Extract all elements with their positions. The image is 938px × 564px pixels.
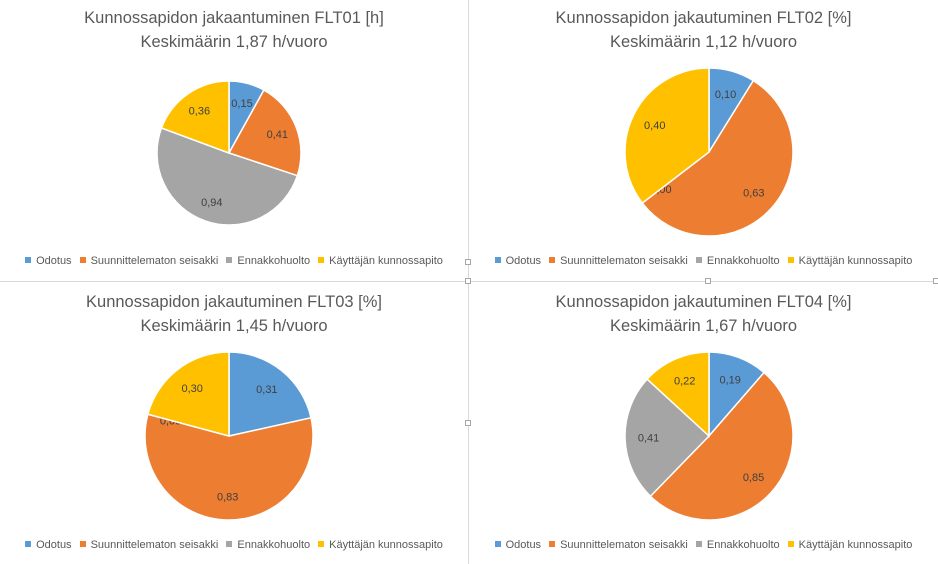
legend-label: Suunnittelematon seisakki <box>90 255 219 267</box>
data-label-2: 0,63 <box>743 188 764 200</box>
data-label-4: 0,30 <box>181 383 202 395</box>
legend-swatch <box>226 257 233 263</box>
legend-swatch <box>549 257 556 263</box>
resize-handle-top-left[interactable] <box>465 278 471 284</box>
pie-slice-2[interactable] <box>649 371 794 521</box>
chart-legend: Odotus Suunnittelematon seisakki Ennakkohu… <box>0 255 468 267</box>
chart-legend: Odotus Suunnittelematon seisakki Ennakkohu… <box>0 539 468 551</box>
chart-panel-flt02[interactable]: Kunnossapidon jakautuminen FLT02 [%] Kes… <box>469 0 938 281</box>
legend-label: Suunnittelematon seisakki <box>90 539 219 551</box>
chart-subtitle: Keskimäärin 1,45 h/vuoro <box>140 317 328 335</box>
legend-item[interactable]: Suunnittelematon seisakki <box>79 539 219 551</box>
legend-swatch <box>318 257 325 263</box>
pie-chart: 0,310,830,000,30 <box>144 351 314 521</box>
legend-item[interactable]: Käyttäjän kunnossapito <box>318 539 443 551</box>
legend-swatch <box>787 257 794 263</box>
data-label-4: 0,40 <box>644 120 665 132</box>
pie-slice-2[interactable] <box>641 79 794 237</box>
legend-item[interactable]: Ennakkohuolto <box>695 255 780 267</box>
legend-swatch <box>25 541 32 547</box>
legend-swatch <box>79 541 86 547</box>
data-label-2: 0,85 <box>743 472 764 484</box>
data-label-1: 0,10 <box>715 89 736 101</box>
legend-item[interactable]: Suunnittelematon seisakki <box>549 539 688 551</box>
data-label-1: 0,31 <box>256 384 277 396</box>
chart-panel-flt03[interactable]: Kunnossapidon jakautuminen FLT03 [%] Kes… <box>0 282 468 564</box>
legend-swatch <box>549 541 556 547</box>
legend-label: Odotus <box>505 255 542 267</box>
data-label-3: 0,94 <box>201 197 222 209</box>
pie-slice-1[interactable] <box>228 351 312 437</box>
chart-title: Kunnossapidon jakautuminen FLT04 [%] <box>555 293 852 311</box>
resize-handle-top-left-upper[interactable] <box>465 259 471 265</box>
legend-label: Odotus <box>505 539 542 551</box>
legend-item[interactable]: Ennakkohuolto <box>226 255 310 267</box>
data-label-4: 0,22 <box>674 376 695 388</box>
legend-item[interactable]: Odotus <box>25 539 72 551</box>
chart-panel-flt01[interactable]: Kunnossapidon jakaantuminen FLT01 [h] Ke… <box>0 0 468 281</box>
resize-handle-top-middle[interactable] <box>705 278 711 284</box>
legend-item[interactable]: Odotus <box>25 255 72 267</box>
legend-label: Ennakkohuolto <box>706 255 780 267</box>
pie-slice-4[interactable] <box>624 67 710 205</box>
chart-legend: Odotus Suunnittelematon seisakki Ennakkohu… <box>469 255 938 267</box>
legend-label: Käyttäjän kunnossapito <box>798 539 913 551</box>
chart-title: Kunnossapidon jakaantuminen FLT01 [h] <box>84 9 384 27</box>
pie-slice-4[interactable] <box>146 351 230 437</box>
legend-item[interactable]: Käyttäjän kunnossapito <box>318 255 443 267</box>
chart-title: Kunnossapidon jakautuminen FLT02 [%] <box>555 9 852 27</box>
legend-swatch <box>318 541 325 547</box>
legend-label: Suunnittelematon seisakki <box>560 539 688 551</box>
legend-swatch <box>25 257 32 263</box>
legend-label: Suunnittelematon seisakki <box>560 255 688 267</box>
legend-item[interactable]: Odotus <box>494 255 542 267</box>
chart-panel-flt04[interactable]: Kunnossapidon jakautuminen FLT04 [%] Kes… <box>469 282 938 564</box>
legend-item[interactable]: Odotus <box>494 539 542 551</box>
data-label-4: 0,36 <box>189 105 210 117</box>
chart-subtitle: Keskimäärin 1,87 h/vuoro <box>140 33 328 51</box>
legend-label: Odotus <box>36 539 72 551</box>
legend-label: Odotus <box>36 255 72 267</box>
legend-label: Käyttäjän kunnossapito <box>329 255 443 267</box>
pie-slice-4[interactable] <box>646 351 710 438</box>
legend-item[interactable]: Ennakkohuolto <box>695 539 780 551</box>
legend-swatch <box>494 541 501 547</box>
legend-swatch <box>787 541 794 547</box>
resize-handle-right-top[interactable] <box>933 278 938 284</box>
chart-subtitle: Keskimäärin 1,12 h/vuoro <box>609 33 798 51</box>
data-label-1: 0,15 <box>231 98 252 110</box>
pie-slice-3[interactable] <box>156 127 299 226</box>
data-label-2: 0,83 <box>217 491 238 503</box>
resize-handle-left-middle[interactable] <box>465 420 471 426</box>
pie-chart: 0,100,630,000,40 <box>624 67 794 237</box>
chart-legend: Odotus Suunnittelematon seisakki Ennakkohu… <box>469 539 938 551</box>
data-label-2: 0,41 <box>267 129 288 141</box>
pie-slice-4[interactable] <box>160 80 230 155</box>
legend-item[interactable]: Ennakkohuolto <box>226 539 310 551</box>
pie-slice-2[interactable] <box>144 413 314 521</box>
legend-item[interactable]: Suunnittelematon seisakki <box>79 255 219 267</box>
legend-label: Käyttäjän kunnossapito <box>798 255 913 267</box>
data-label-3: 0,41 <box>638 433 659 445</box>
legend-label: Ennakkohuolto <box>237 255 311 267</box>
pie-chart: 0,19 0,85 0,41 0,22 <box>624 351 794 521</box>
pie-slice-3[interactable] <box>624 378 711 498</box>
chart-title: Kunnossapidon jakautuminen FLT03 [%] <box>86 293 382 311</box>
legend-item[interactable]: Suunnittelematon seisakki <box>549 255 688 267</box>
legend-swatch <box>494 257 501 263</box>
pie-slice-2[interactable] <box>227 89 302 177</box>
legend-swatch <box>695 257 702 263</box>
legend-label: Ennakkohuolto <box>237 539 311 551</box>
legend-swatch <box>226 541 233 547</box>
pie-chart: 0,15 0,41 0,94 0,36 <box>156 80 302 226</box>
data-label-1: 0,19 <box>719 374 740 386</box>
legend-label: Ennakkohuolto <box>706 539 780 551</box>
legend-item[interactable]: Käyttäjän kunnossapito <box>787 539 913 551</box>
legend-label: Käyttäjän kunnossapito <box>329 539 443 551</box>
legend-swatch <box>695 541 702 547</box>
legend-swatch <box>79 257 86 263</box>
legend-item[interactable]: Käyttäjän kunnossapito <box>787 255 913 267</box>
chart-subtitle: Keskimäärin 1,67 h/vuoro <box>609 317 798 335</box>
